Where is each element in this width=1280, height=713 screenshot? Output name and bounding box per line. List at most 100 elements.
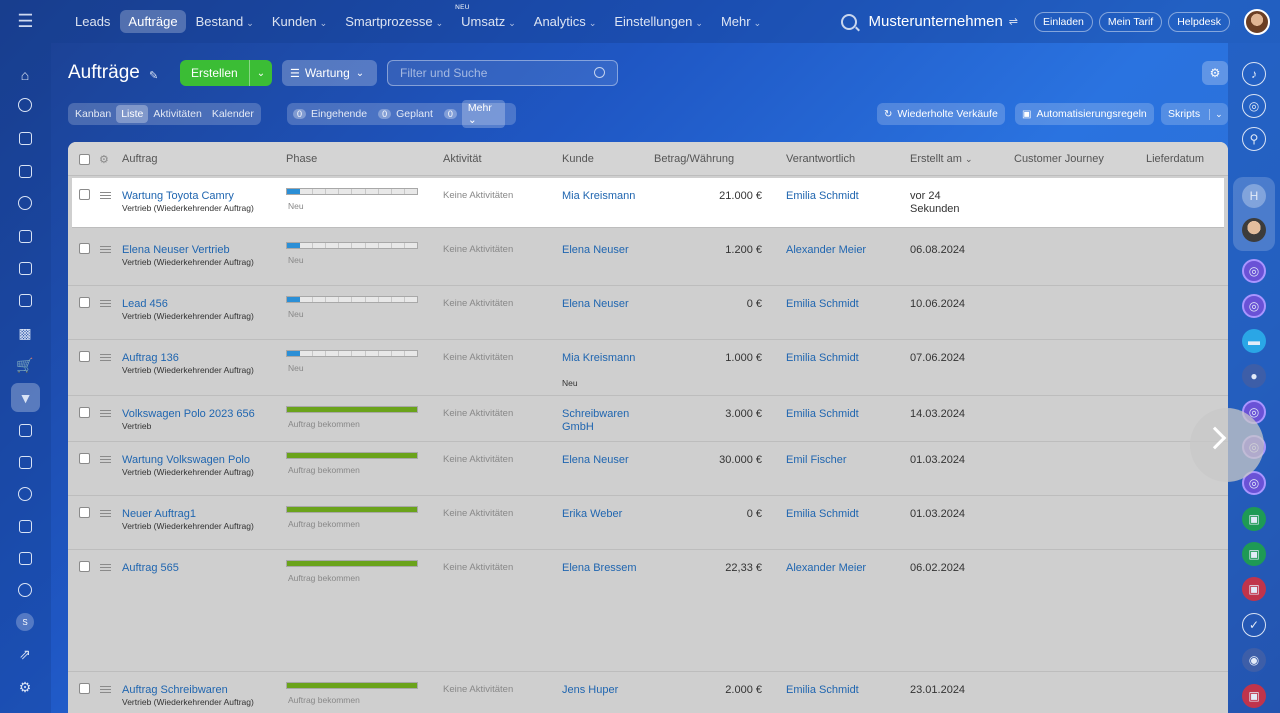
client-link[interactable]: Mia Kreismann: [562, 190, 636, 202]
settings-gear-button[interactable]: ⚙: [1202, 61, 1228, 85]
apps-icon[interactable]: ⇗: [19, 645, 31, 662]
table-row[interactable]: Volkswagen Polo 2023 656 Vertrieb Auftrag …: [68, 396, 1228, 442]
responsible-link[interactable]: Emilia Schmidt: [786, 684, 859, 696]
user-avatar[interactable]: [1244, 8, 1270, 35]
helpdesk-button[interactable]: Helpdesk: [1168, 11, 1230, 32]
documents-icon[interactable]: [13, 224, 37, 248]
create-button[interactable]: Erstellen ⌄: [180, 60, 272, 86]
repeat-sales-button[interactable]: ↻ Wiederholte Verkäufe: [877, 103, 1005, 125]
presentation-icon[interactable]: [13, 288, 37, 312]
pipeline-selector[interactable]: ☰ Wartung ⌄: [282, 60, 377, 86]
search-icon[interactable]: [840, 13, 857, 30]
responsible-link[interactable]: Emilia Schmidt: [786, 508, 859, 520]
nav-item[interactable]: Smartprozesse ⌄: [337, 10, 451, 33]
table-row[interactable]: Lead 456 Vertrieb (Wiederkehrender Auftra…: [68, 286, 1228, 340]
nav-item[interactable]: Einstellungen ⌄: [606, 10, 711, 33]
row-checkbox[interactable]: [79, 243, 90, 254]
calendar-icon[interactable]: [13, 514, 37, 538]
cart-icon[interactable]: 🛒: [16, 356, 34, 373]
contact-card-icon[interactable]: [13, 450, 37, 474]
invite-button[interactable]: Einladen: [1034, 11, 1093, 32]
h-avatar-icon[interactable]: H: [1242, 184, 1266, 208]
counter-incoming[interactable]: 0 Eingehende: [293, 108, 367, 120]
view-tab[interactable]: Liste: [116, 105, 149, 123]
client-link[interactable]: Elena Neuser: [562, 298, 629, 310]
chat-search-icon[interactable]: ⚲: [1242, 127, 1266, 151]
row-checkbox[interactable]: [79, 561, 90, 572]
drag-handle-icon[interactable]: [100, 192, 111, 201]
drag-handle-icon[interactable]: [100, 510, 111, 519]
select-all-checkbox[interactable]: [79, 154, 90, 165]
responsible-link[interactable]: Alexander Meier: [786, 562, 867, 574]
drag-handle-icon[interactable]: [100, 246, 111, 255]
responsible-link[interactable]: Emil Fischer: [786, 454, 847, 466]
column-settings-icon[interactable]: ⚙: [99, 154, 109, 166]
column-header-erstellt[interactable]: Erstellt am ⌄: [910, 153, 973, 165]
search-icon[interactable]: [594, 67, 605, 78]
chevron-down-icon[interactable]: ⌄: [1209, 108, 1223, 120]
phase-progress-bar[interactable]: [286, 452, 418, 459]
table-row[interactable]: Neuer Auftrag1 Vertrieb (Wiederkehrender …: [68, 496, 1228, 550]
order-title-link[interactable]: Wartung Toyota Camry: [122, 190, 234, 202]
row-checkbox[interactable]: [79, 683, 90, 694]
counter-more[interactable]: 0 Mehr ⌄: [443, 100, 505, 128]
column-header-auftrag[interactable]: Auftrag: [122, 153, 158, 165]
tariff-button[interactable]: Mein Tarif: [1098, 11, 1163, 32]
drag-handle-icon[interactable]: [100, 456, 111, 465]
user-initial-avatar[interactable]: S: [13, 610, 37, 634]
phase-progress-bar[interactable]: [286, 188, 418, 195]
responsible-link[interactable]: Emilia Schmidt: [786, 190, 859, 202]
openline-icon[interactable]: ◎: [1242, 294, 1266, 318]
drag-handle-icon[interactable]: [100, 410, 111, 419]
row-checkbox[interactable]: [79, 407, 90, 418]
inventory-icon[interactable]: [13, 256, 37, 280]
order-title-link[interactable]: Elena Neuser Vertrieb: [122, 244, 230, 256]
responsible-link[interactable]: Emilia Schmidt: [786, 298, 859, 310]
task-check-icon[interactable]: ✓: [1242, 613, 1266, 637]
scroll-right-button[interactable]: [1190, 408, 1264, 482]
column-header-kunde[interactable]: Kunde: [562, 153, 594, 165]
order-title-link[interactable]: Auftrag 136: [122, 352, 179, 364]
row-checkbox[interactable]: [79, 189, 90, 200]
drag-handle-icon[interactable]: [100, 354, 111, 363]
view-tab[interactable]: Aktivitäten: [153, 108, 202, 120]
order-title-link[interactable]: Wartung Volkswagen Polo: [122, 454, 250, 466]
phase-progress-bar[interactable]: [286, 242, 418, 249]
nav-item[interactable]: Analytics ⌄: [526, 10, 605, 33]
view-tab[interactable]: Kanban: [75, 108, 112, 120]
openline-icon[interactable]: ◎: [1242, 259, 1266, 283]
order-title-link[interactable]: Volkswagen Polo 2023 656: [122, 408, 255, 420]
responsible-link[interactable]: Alexander Meier: [786, 244, 867, 256]
lock-icon[interactable]: ▣: [1242, 684, 1266, 708]
responsible-link[interactable]: Emilia Schmidt: [786, 408, 859, 420]
contacts-icon[interactable]: [13, 191, 37, 215]
edit-document-icon[interactable]: [13, 418, 37, 442]
nav-item[interactable]: Kunden ⌄: [264, 10, 335, 33]
nav-item[interactable]: Leads: [67, 10, 118, 33]
nav-item[interactable]: NEU Umsatz ⌄: [453, 4, 524, 33]
chevron-down-icon[interactable]: ⌄: [256, 67, 266, 79]
lock-icon[interactable]: ▣: [1242, 542, 1266, 566]
feed-icon[interactable]: [13, 126, 37, 150]
client-link[interactable]: Elena Neuser: [562, 244, 629, 256]
row-checkbox[interactable]: [79, 351, 90, 362]
copilot-icon[interactable]: ◎: [1242, 94, 1266, 118]
target-icon[interactable]: [13, 578, 37, 602]
nav-item[interactable]: Bestand ⌄: [188, 10, 262, 33]
switch-icon[interactable]: ⇌: [1008, 16, 1019, 28]
table-row[interactable]: Wartung Volkswagen Polo Vertrieb (Wiederk…: [68, 442, 1228, 496]
checklist-icon[interactable]: [13, 159, 37, 183]
settings-icon[interactable]: ⚙: [18, 678, 32, 695]
drag-handle-icon[interactable]: [100, 686, 111, 695]
column-header-journey[interactable]: Customer Journey: [1014, 153, 1104, 165]
robot-icon[interactable]: [13, 546, 37, 570]
order-title-link[interactable]: Auftrag 565: [122, 562, 179, 574]
drag-handle-icon[interactable]: [100, 300, 111, 309]
phase-progress-bar[interactable]: [286, 682, 418, 689]
phase-progress-bar[interactable]: [286, 560, 418, 567]
phase-progress-bar[interactable]: [286, 406, 418, 413]
row-checkbox[interactable]: [79, 453, 90, 464]
counter-planned[interactable]: 0 Geplant: [378, 108, 433, 120]
client-link[interactable]: Jens Huper: [562, 684, 619, 696]
client-link[interactable]: Schreibwaren GmbH: [562, 408, 630, 433]
